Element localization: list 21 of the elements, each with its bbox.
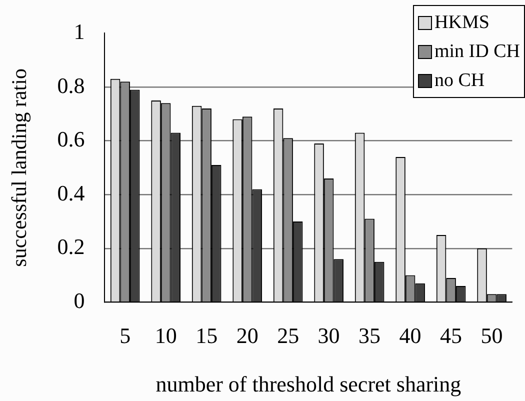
x-tick-label: 40 [399, 323, 422, 348]
y-axis-title: successful landing ratio [7, 68, 32, 267]
y-tick-label: 0.6 [57, 126, 85, 152]
legend-label: no CH [434, 69, 485, 93]
y-tick-label: 0.4 [57, 180, 85, 206]
x-tick-label: 30 [318, 323, 340, 348]
x-tick-label: 35 [358, 323, 381, 348]
y-tick-label: 0 [74, 288, 85, 313]
x-axis-title: number of threshold secret sharing [156, 372, 462, 397]
x-tick-label: 10 [154, 323, 177, 348]
x-tick-label: 45 [440, 323, 462, 348]
x-tick-label: 25 [277, 323, 300, 348]
y-tick-label: 1 [74, 18, 85, 44]
legend-label: min ID CH [434, 40, 520, 64]
x-tick-label: 50 [480, 323, 503, 348]
x-tick-label: 15 [196, 323, 218, 348]
y-tick-label: 0.2 [57, 234, 85, 260]
y-tick-label: 0.8 [57, 72, 85, 98]
legend-label: HKMS [434, 11, 490, 35]
x-tick-label: 5 [120, 323, 131, 348]
x-tick-label: 20 [236, 323, 258, 348]
